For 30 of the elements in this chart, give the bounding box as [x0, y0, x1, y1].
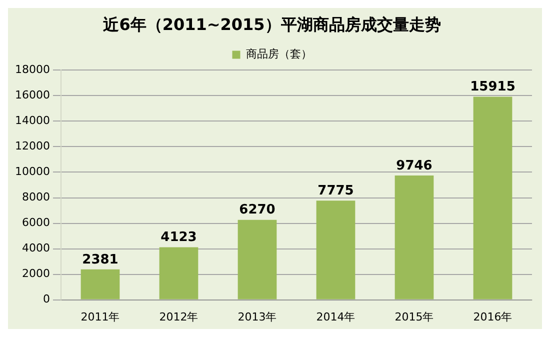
bar	[473, 96, 512, 300]
y-tick-label: 18000	[14, 63, 50, 76]
y-tick-label: 6000	[22, 216, 50, 230]
y-tick-label: 14000	[14, 114, 50, 128]
data-label: 2381	[82, 252, 118, 268]
data-label: 15915	[470, 80, 516, 95]
data-label: 4123	[160, 230, 197, 246]
bar	[80, 269, 120, 300]
bar	[159, 247, 198, 300]
y-tick-label: 10000	[14, 165, 50, 178]
y-tick-label: 8000	[22, 190, 50, 204]
bar	[316, 200, 356, 300]
y-tick-label: 2000	[22, 267, 50, 280]
x-tick-label: 2011年	[80, 310, 120, 324]
data-label: 9746	[396, 158, 432, 174]
x-tick-label: 2013年	[238, 310, 277, 324]
bar	[238, 220, 277, 300]
y-tick-label: 0	[42, 292, 50, 306]
y-tick-label: 4000	[22, 242, 50, 255]
data-label: 6270	[239, 202, 276, 218]
data-label: 7775	[318, 184, 354, 198]
x-tick-label: 2015年	[394, 310, 434, 324]
bar	[394, 175, 434, 300]
x-tick-label: 2012年	[159, 310, 198, 324]
legend-label: 商品房（套）	[246, 48, 312, 61]
x-tick-label: 2016年	[473, 310, 512, 324]
x-tick-label: 2014年	[316, 310, 356, 324]
chart-title: 近6年（2011~2015）平湖商品房成交量走势	[102, 14, 441, 34]
y-tick-label: 12000	[14, 140, 50, 153]
y-tick-label: 16000	[14, 88, 50, 102]
